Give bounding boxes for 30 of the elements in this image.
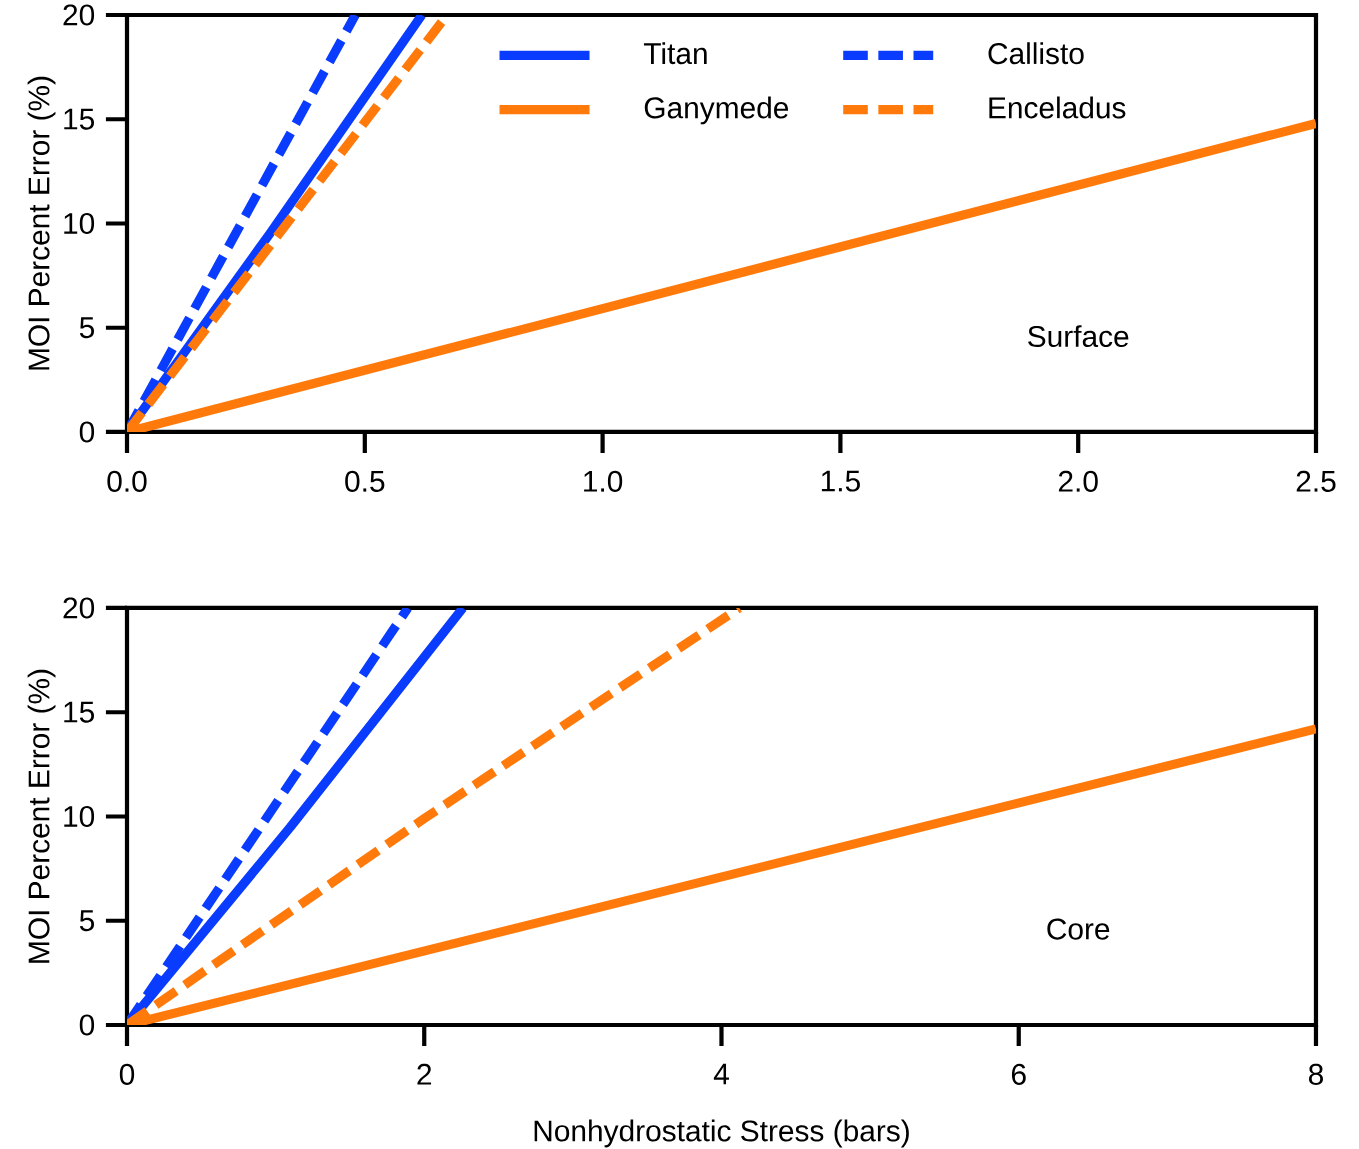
annotation: Core	[1047, 918, 1110, 940]
x-tick-label: 1.5	[821, 470, 860, 492]
y-tick-label: 20	[63, 4, 95, 26]
y-tick-label: 15	[64, 701, 95, 723]
legend-label: Callisto	[988, 42, 1084, 65]
y-tick-label: 10	[64, 212, 95, 235]
x-tick-label: 0.5	[345, 470, 385, 492]
x-tick-label: 0.0	[107, 470, 147, 492]
legend-label: Titan	[643, 42, 707, 65]
y-tick-label: 20	[63, 597, 95, 619]
y-axis-title: MOI Percent Error (%)	[27, 669, 56, 963]
x-tick-label: 2.0	[1058, 470, 1098, 492]
y-axis-title: MOI Percent Error (%)	[27, 76, 56, 370]
y-tick-label: 15	[64, 108, 95, 130]
legend-label: Enceladus	[989, 96, 1126, 119]
x-tick-label: 8	[1308, 1063, 1323, 1085]
y-tick-label: 10	[64, 805, 95, 828]
legend-label: Ganymede	[644, 96, 789, 125]
y-tick-label: 5	[79, 317, 95, 339]
x-tick-label: 1.0	[584, 470, 623, 492]
x-tick-label: 2	[417, 1063, 432, 1085]
x-tick-label: 0	[119, 1063, 135, 1085]
x-tick-label: 4	[713, 1063, 729, 1085]
y-tick-label: 5	[79, 910, 95, 932]
x-tick-label: 6	[1011, 1063, 1026, 1085]
y-tick-label: 0	[79, 421, 95, 443]
y-tick-label: 0	[79, 1014, 95, 1036]
x-axis-title: Nonhydrostatic Stress (bars)	[534, 1119, 909, 1148]
x-tick-label: 2.5	[1296, 470, 1336, 492]
annotation: Surface	[1028, 325, 1129, 348]
